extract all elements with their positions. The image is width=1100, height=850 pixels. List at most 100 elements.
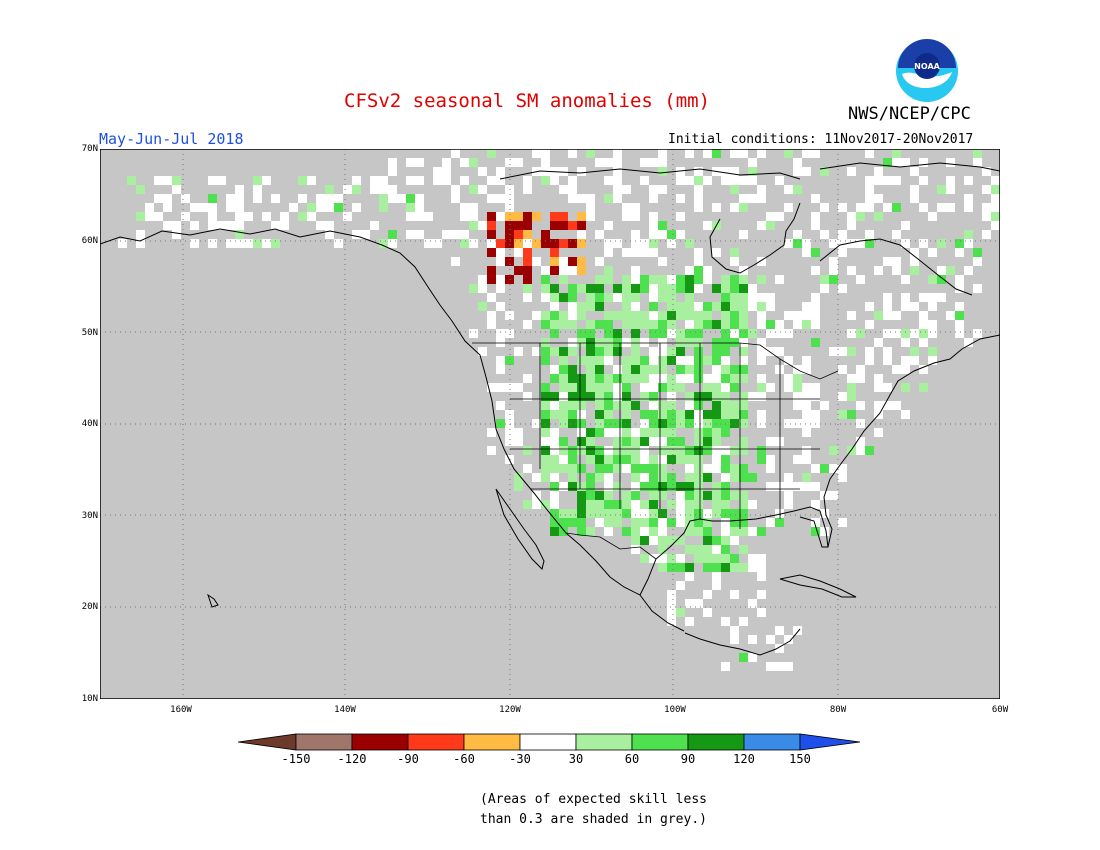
anomaly-cell: [982, 167, 991, 176]
anomaly-cell: [469, 239, 478, 248]
colorbar-swatch: [519, 733, 577, 751]
anomaly-cell: [208, 176, 217, 185]
anomaly-cell: [235, 203, 244, 212]
anomaly-cell: [478, 275, 487, 284]
anomaly-cell: [667, 239, 676, 248]
anomaly-cell: [604, 374, 613, 383]
anomaly-cell: [667, 590, 676, 599]
anomaly-cell: [640, 437, 649, 446]
anomaly-cell: [793, 167, 802, 176]
anomaly-cell: [811, 311, 820, 320]
anomaly-cell: [550, 374, 559, 383]
anomaly-cell: [541, 500, 550, 509]
anomaly-cell: [604, 329, 613, 338]
anomaly-cell: [730, 554, 739, 563]
anomaly-cell: [766, 212, 775, 221]
anomaly-cell: [865, 302, 874, 311]
anomaly-cell: [919, 329, 928, 338]
anomaly-cell: [622, 464, 631, 473]
anomaly-cell: [613, 374, 622, 383]
anomaly-cell: [820, 167, 829, 176]
anomaly-cell: [352, 185, 361, 194]
anomaly-cell: [694, 482, 703, 491]
anomaly-cell: [802, 149, 811, 158]
anomaly-cell: [721, 527, 730, 536]
anomaly-cell: [658, 518, 667, 527]
anomaly-cell: [685, 239, 694, 248]
anomaly-cell: [460, 203, 469, 212]
anomaly-cell: [523, 185, 532, 194]
anomaly-cell: [595, 302, 604, 311]
anomaly-cell: [676, 338, 685, 347]
anomaly-cell: [568, 419, 577, 428]
anomaly-cell: [739, 320, 748, 329]
anomaly-cell: [721, 473, 730, 482]
anomaly-cell: [550, 212, 559, 221]
anomaly-cell: [649, 500, 658, 509]
anomaly-cell: [622, 446, 631, 455]
anomaly-cell: [901, 221, 910, 230]
anomaly-cell: [676, 410, 685, 419]
anomaly-cell: [613, 185, 622, 194]
anomaly-cell: [757, 455, 766, 464]
anomaly-cell: [811, 338, 820, 347]
anomaly-cell: [631, 500, 640, 509]
anomaly-cell: [568, 401, 577, 410]
anomaly-cell: [586, 329, 595, 338]
anomaly-cell: [757, 419, 766, 428]
anomaly-cell: [730, 203, 739, 212]
anomaly-cell: [586, 482, 595, 491]
anomaly-cell: [820, 203, 829, 212]
anomaly-cell: [712, 509, 721, 518]
anomaly-cell: [712, 401, 721, 410]
anomaly-cell: [739, 149, 748, 158]
anomaly-cell: [946, 158, 955, 167]
anomaly-cell: [577, 437, 586, 446]
anomaly-cell: [640, 158, 649, 167]
anomaly-cell: [838, 347, 847, 356]
anomaly-cell: [721, 509, 730, 518]
anomaly-cell: [685, 563, 694, 572]
anomaly-cell: [901, 302, 910, 311]
colorbar-tick-label: 120: [733, 752, 755, 766]
anomaly-cell: [649, 212, 658, 221]
anomaly-cell: [676, 536, 685, 545]
anomaly-cell: [703, 590, 712, 599]
anomaly-cell: [676, 446, 685, 455]
colorbar-tick-label: 90: [680, 752, 696, 766]
anomaly-cell: [631, 338, 640, 347]
anomaly-cell: [541, 149, 550, 158]
anomaly-cell: [775, 212, 784, 221]
anomaly-cell: [478, 284, 487, 293]
anomaly-cell: [577, 491, 586, 500]
anomaly-cell: [739, 365, 748, 374]
anomaly-cell: [775, 365, 784, 374]
anomaly-cell: [667, 500, 676, 509]
anomaly-cell: [613, 167, 622, 176]
anomaly-cell: [784, 149, 793, 158]
anomaly-cell: [964, 338, 973, 347]
anomaly-cell: [685, 455, 694, 464]
anomaly-cell: [694, 410, 703, 419]
anomaly-cell: [973, 158, 982, 167]
anomaly-cell: [523, 221, 532, 230]
anomaly-cell: [649, 230, 658, 239]
anomaly-cell: [739, 563, 748, 572]
anomaly-cell: [793, 383, 802, 392]
anomaly-cell: [694, 266, 703, 275]
anomaly-cell: [190, 239, 199, 248]
anomaly-cell: [550, 239, 559, 248]
anomaly-cell: [694, 419, 703, 428]
anomaly-cell: [667, 455, 676, 464]
anomaly-cell: [559, 383, 568, 392]
anomaly-cell: [712, 419, 721, 428]
anomaly-cell: [721, 446, 730, 455]
anomaly-cell: [388, 239, 397, 248]
anomaly-cell: [685, 509, 694, 518]
anomaly-cell: [829, 275, 838, 284]
anomaly-cell: [658, 482, 667, 491]
anomaly-cell: [559, 527, 568, 536]
anomaly-cell: [676, 437, 685, 446]
anomaly-cell: [640, 374, 649, 383]
anomaly-cell: [820, 509, 829, 518]
